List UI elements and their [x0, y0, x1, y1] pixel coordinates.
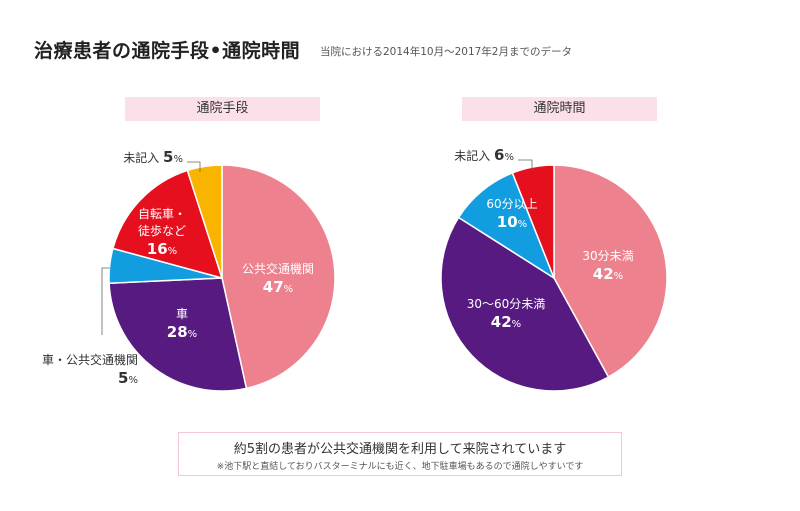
slice-label-text: 車	[176, 307, 188, 321]
slice-label-text: 未記入 6%	[454, 146, 514, 164]
pie-label-1-3: 未記入 6%	[454, 146, 514, 164]
footer-note-text: ※池下駅と直結しておりバスターミナルにも近く、地下駐車場もあるので通院しやすいで…	[216, 462, 584, 472]
footer-main-text: 約5割の患者が公共交通機関を利用して来院されています	[233, 442, 567, 457]
slice-value-text: 28%	[167, 323, 197, 341]
chart-title-transport: 通院手段	[125, 97, 320, 121]
slice-label-text: 自転車・	[138, 207, 186, 221]
pie-label-1-0: 30分未満 42%	[582, 249, 633, 283]
pie-slice-0-4	[186, 164, 223, 279]
pie-slice-0-3	[112, 169, 224, 280]
slice-value-text: 5%	[118, 369, 138, 387]
slice-value-text: 47%	[263, 278, 293, 296]
pie-label-0-1: 車 28%	[167, 307, 197, 341]
slice-label-text: 公共交通機関	[242, 261, 314, 276]
slice-label-text: 30分未満	[582, 249, 633, 263]
slice-label-text: 徒歩など	[138, 223, 186, 238]
pie-label-0-0: 公共交通機関 47%	[242, 261, 314, 296]
slice-value-text: 42%	[491, 313, 521, 331]
leader-line	[101, 267, 110, 335]
pie-slice-1-1	[440, 216, 610, 392]
leader-line	[187, 161, 201, 172]
slice-label-text: 60分以上	[486, 197, 537, 211]
leader-line	[518, 159, 533, 170]
chart-title-time: 通院時間	[462, 97, 657, 121]
slice-value-text: 16%	[147, 240, 177, 258]
pie-slice-0-1	[108, 277, 248, 392]
page-title: 治療患者の通院手段•通院時間	[34, 40, 301, 62]
slice-value-text: 42%	[593, 265, 623, 283]
slice-label-text: 未記入 5%	[123, 148, 183, 166]
pie-slice-1-3	[511, 164, 555, 279]
pie-slice-1-2	[457, 171, 556, 280]
pie-slice-1-0	[553, 164, 668, 379]
pie-label-0-2: 車・公共交通機関 5%	[42, 352, 138, 387]
footer-box: 約5割の患者が公共交通機関を利用して来院されています ※池下駅と直結しておりバス…	[178, 432, 622, 476]
pie-slice-0-0	[221, 164, 336, 390]
slice-label-text: 車・公共交通機関	[42, 352, 138, 367]
slice-label-text: 30～60分未満	[467, 297, 546, 311]
page-subtitle: 当院における2014年10月～2017年2月までのデータ	[320, 46, 572, 58]
pie-label-1-2: 60分以上 10%	[486, 197, 537, 231]
pie-label-0-4: 未記入 5%	[123, 148, 183, 166]
pie-label-0-3: 自転車・徒歩など 16%	[138, 207, 186, 258]
pie-label-1-1: 30～60分未満 42%	[467, 297, 546, 331]
slice-value-text: 10%	[497, 213, 527, 231]
